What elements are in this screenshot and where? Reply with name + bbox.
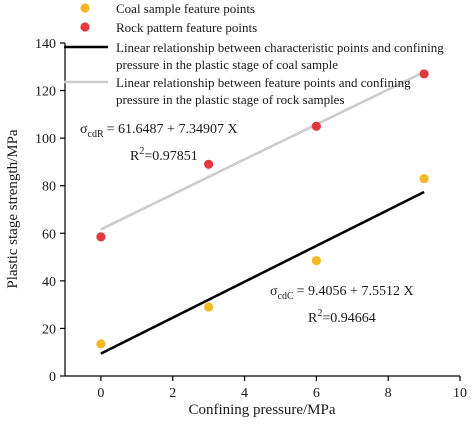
y-tick-label: 20: [42, 322, 56, 337]
x-tick-label: 4: [241, 386, 248, 401]
y-tick-label: 60: [42, 227, 56, 242]
rock-equation: σcdR = 61.6487 + 7.34907 X: [80, 122, 238, 140]
rock-point: [204, 159, 214, 169]
rock-r2-r: R: [130, 149, 140, 164]
y-tick-label: 40: [42, 275, 56, 290]
legend-label: Linear relationship between characterist…: [116, 40, 444, 72]
y-tick-label: 120: [35, 85, 56, 100]
rock-eq-sigma: σ: [80, 122, 88, 137]
coal-eq-subscript: cdC: [278, 291, 294, 302]
y-tick-label: 80: [42, 180, 56, 195]
y-tick-label: 100: [35, 132, 56, 147]
data-points: [96, 69, 429, 349]
rock-point: [419, 69, 429, 79]
rock-eq-body: = 61.6487 + 7.34907 X: [107, 122, 238, 137]
legend-label: Coal sample feature points: [116, 1, 255, 16]
coal-point: [204, 302, 214, 312]
coal-point: [419, 173, 429, 184]
y-tick-label: 140: [35, 37, 56, 52]
x-axis-label: Confining pressure/MPa: [188, 402, 335, 418]
legend-label: Rock pattern feature points: [116, 20, 257, 35]
coal-eq-sigma: σ: [270, 284, 278, 299]
fit-lines: [100, 70, 425, 355]
y-ticks: 0 20 40 60 80 100 120 140: [35, 37, 65, 385]
legend-marker: [80, 3, 90, 13]
y-tick-label: 0: [49, 370, 56, 385]
coal-r2-r: R: [308, 311, 318, 326]
rock-point: [96, 232, 106, 242]
coal-equation: σcdC = 9.4056 + 7.5512 X: [270, 284, 414, 302]
axes-frame: [64, 43, 460, 377]
coal-r2-sup: 2: [317, 308, 322, 319]
rock-r2-value: =0.97851: [144, 149, 197, 164]
rock-eq-subscript: cdR: [88, 129, 104, 140]
coal-fit-line: [100, 190, 425, 355]
coal-r2-value: =0.94664: [322, 311, 375, 326]
x-tick-label: 8: [385, 386, 392, 401]
x-tick-label: 10: [453, 386, 467, 401]
rock-fit-line: [100, 70, 425, 231]
rock-r2: R2=0.97851: [130, 146, 198, 164]
legend-label: Linear relationship between feature poin…: [116, 75, 411, 107]
rock-r2-sup: 2: [139, 146, 144, 157]
y-axis-label: Plastic stage strength/MPa: [5, 129, 21, 288]
coal-r2: R2=0.94664: [308, 308, 376, 326]
rock-point: [311, 121, 321, 131]
x-tick-label: 2: [169, 386, 176, 401]
x-tick-label: 0: [97, 386, 104, 401]
x-tick-label: 6: [313, 386, 320, 401]
x-ticks: 0 2 4 6 8 10: [97, 376, 467, 401]
legend-marker: [80, 22, 90, 32]
legend: Coal sample feature points Rock pattern f…: [64, 1, 444, 107]
coal-point: [96, 339, 106, 349]
coal-eq-body: = 9.4056 + 7.5512 X: [297, 284, 414, 299]
coal-point: [311, 256, 321, 266]
